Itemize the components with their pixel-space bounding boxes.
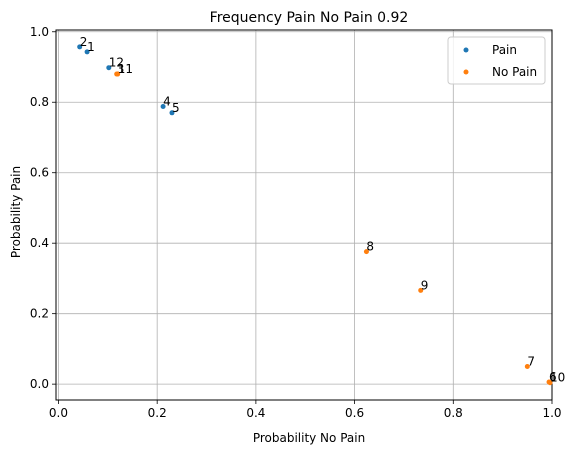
y-tick-label: 1.0 — [30, 25, 49, 39]
y-tick-label: 0.2 — [30, 307, 49, 321]
point-label: 9 — [421, 278, 429, 292]
data-point — [169, 110, 175, 116]
point-label: 12 — [109, 56, 124, 70]
axis-ticks: 0.0 0.2 0.4 0.6 0.8 1.0 0.0 0.2 0.4 0.6 0.8 1.0 — [30, 25, 562, 420]
data-point — [106, 65, 112, 71]
point-label: 5 — [172, 101, 180, 115]
point-label: 3 — [117, 62, 125, 76]
data-point — [84, 49, 90, 55]
legend-marker — [463, 69, 469, 75]
data-point — [524, 364, 530, 370]
y-tick-label: 0.4 — [30, 236, 49, 250]
y-tick-label: 0.6 — [30, 166, 49, 180]
data-point — [77, 44, 83, 50]
data-point — [547, 380, 553, 386]
point-label: 10 — [550, 371, 565, 385]
grid — [56, 30, 553, 400]
x-tick-label: 0.4 — [246, 406, 265, 420]
legend: Pain No Pain — [447, 36, 546, 85]
point-label: 4 — [163, 94, 171, 108]
x-tick-label: 0.6 — [345, 406, 364, 420]
point-label: 7 — [527, 355, 535, 369]
data-point — [418, 287, 424, 293]
data-point — [160, 103, 166, 109]
point-label: 11 — [118, 62, 133, 76]
x-tick-label: 0.8 — [444, 406, 463, 420]
point-label: 1 — [87, 40, 95, 54]
point-label: 6 — [549, 370, 557, 384]
legend-box — [447, 36, 546, 85]
data-point — [115, 71, 121, 77]
y-tick-label: 0.0 — [30, 377, 49, 391]
x-tick-label: 0.0 — [49, 406, 68, 420]
legend-label: No Pain — [492, 65, 537, 79]
point-label: 8 — [366, 240, 374, 254]
plot-area — [55, 29, 553, 401]
chart-title: Frequency Pain No Pain 0.92 — [210, 10, 409, 26]
data-point — [363, 249, 369, 255]
y-axis-label: Probability Pain — [9, 166, 23, 258]
x-tick-label: 1.0 — [542, 406, 561, 420]
y-tick-label: 0.8 — [30, 95, 49, 109]
x-axis-label: Probability No Pain — [253, 431, 365, 445]
legend-label: Pain — [492, 43, 517, 57]
x-tick-label: 0.2 — [148, 406, 167, 420]
point-label: 2 — [80, 35, 88, 49]
legend-marker — [463, 47, 469, 53]
